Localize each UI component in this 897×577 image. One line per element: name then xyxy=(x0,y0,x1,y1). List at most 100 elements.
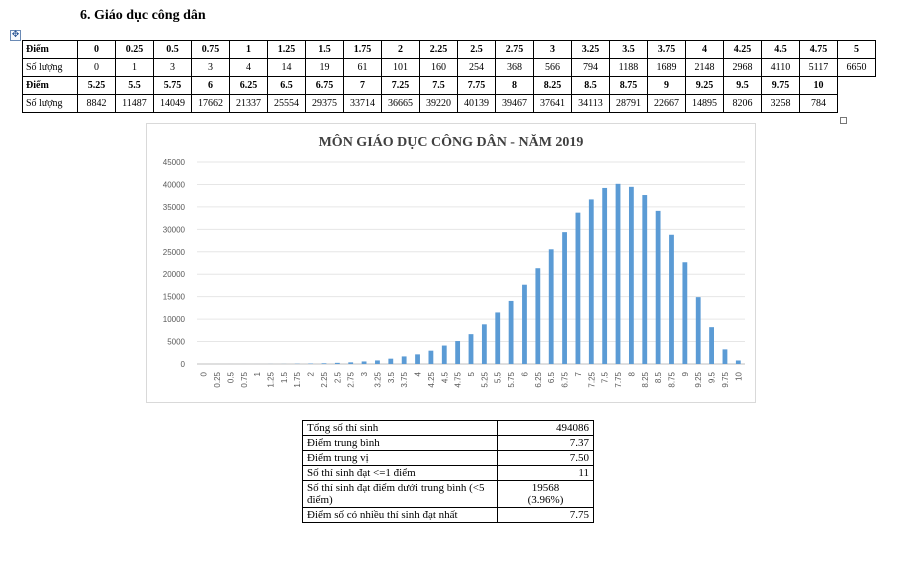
score-cell: 7.75 xyxy=(457,76,496,95)
stats-value: 494086 xyxy=(497,420,594,436)
bar xyxy=(695,297,701,364)
count-cell: 39467 xyxy=(495,94,534,113)
x-tick-label: 9.25 xyxy=(694,371,703,387)
score-cell: 7.5 xyxy=(419,76,458,95)
count-cell: 14049 xyxy=(153,94,192,113)
x-tick-label: 0 xyxy=(200,371,209,376)
score-row-label: Điểm xyxy=(22,76,78,95)
count-cell: 1689 xyxy=(647,58,686,77)
bar xyxy=(428,350,434,364)
x-tick-label: 3.25 xyxy=(373,371,382,387)
count-cell: 39220 xyxy=(419,94,458,113)
x-tick-label: 9.75 xyxy=(721,371,730,387)
bar xyxy=(321,363,327,364)
chart-title: MÔN GIÁO DỤC CÔNG DÂN - NĂM 2019 xyxy=(319,133,584,150)
score-cell: 1.75 xyxy=(343,40,382,59)
stats-value: 7.37 xyxy=(497,435,594,451)
score-cell: 2.75 xyxy=(495,40,534,59)
x-tick-label: 5 xyxy=(467,371,476,376)
stats-label: Số thí sinh đạt <=1 điểm xyxy=(302,465,498,481)
stats-value-count: 19568 xyxy=(531,482,560,494)
x-tick-label: 1 xyxy=(253,371,262,376)
count-cell: 4 xyxy=(229,58,268,77)
x-tick-label: 0.75 xyxy=(240,371,249,387)
bar xyxy=(361,361,367,364)
count-row-2: Số lượng 8842 11487 14049 17662 21337 25554 29… xyxy=(22,94,876,113)
score-cell: 1.5 xyxy=(305,40,344,59)
score-cell: 3.75 xyxy=(647,40,686,59)
score-cell: 6.5 xyxy=(267,76,306,95)
stats-label: Điểm trung vị xyxy=(302,450,498,466)
x-tick-label: 5.75 xyxy=(507,371,516,387)
bar xyxy=(415,354,420,364)
x-tick-label: 4 xyxy=(414,371,423,376)
x-tick-label: 5.25 xyxy=(480,371,489,387)
score-cell: 5 xyxy=(837,40,876,59)
score-cell: 5.75 xyxy=(153,76,192,95)
count-cell: 3 xyxy=(153,58,192,77)
score-cell: 8 xyxy=(495,76,534,95)
x-tick-label: 2 xyxy=(307,371,316,376)
count-cell: 2148 xyxy=(685,58,724,77)
bar xyxy=(709,327,714,364)
x-tick-label: 2.75 xyxy=(347,371,356,387)
chart-gridlines xyxy=(197,161,745,365)
score-cell: 0.25 xyxy=(115,40,154,59)
score-cell: 2 xyxy=(381,40,420,59)
count-cell: 34113 xyxy=(571,94,610,113)
x-tick-label: 8.25 xyxy=(641,371,650,387)
bar xyxy=(548,249,554,364)
count-cell: 25554 xyxy=(267,94,306,113)
bar xyxy=(348,362,354,364)
bar xyxy=(522,284,527,364)
bar xyxy=(401,356,407,364)
score-cell: 3.25 xyxy=(571,40,610,59)
score-cell: 9 xyxy=(647,76,686,95)
x-tick-label: 6.5 xyxy=(547,371,556,383)
chart-y-axis: 0 5000 10000 15000 20000 25000 30000 35000 40000… xyxy=(163,158,186,369)
table-move-handle-icon[interactable]: ✥ xyxy=(10,30,21,41)
score-cell: 8.75 xyxy=(609,76,648,95)
count-row-label: Số lượng xyxy=(22,58,78,77)
x-tick-label: 6.25 xyxy=(534,371,543,387)
count-cell: 8206 xyxy=(723,94,762,113)
score-cell: 6.25 xyxy=(229,76,268,95)
x-tick-label: 3.5 xyxy=(387,371,396,383)
score-cell: 2.5 xyxy=(457,40,496,59)
score-histogram-chart[interactable]: MÔN GIÁO DỤC CÔNG DÂN - NĂM 2019 0 5000 10… xyxy=(146,123,756,403)
stats-label: Điểm trung bình xyxy=(302,435,498,451)
score-cell: 1 xyxy=(229,40,268,59)
count-cell: 0 xyxy=(77,58,116,77)
x-tick-label: 0.25 xyxy=(213,371,222,387)
stats-value: 11 xyxy=(497,465,594,481)
x-tick-label: 9 xyxy=(681,371,690,376)
y-tick-label: 25000 xyxy=(163,248,186,257)
y-tick-label: 30000 xyxy=(163,225,186,234)
score-cell: 10 xyxy=(799,76,838,95)
x-tick-label: 6 xyxy=(520,371,529,376)
count-cell: 19 xyxy=(305,58,344,77)
count-cell: 3258 xyxy=(761,94,800,113)
chart-canvas: MÔN GIÁO DỤC CÔNG DÂN - NĂM 2019 0500010… xyxy=(163,133,745,388)
score-cell: 0.5 xyxy=(153,40,192,59)
stats-label: Điểm số có nhiều thí sinh đạt nhất xyxy=(302,507,498,523)
score-cell: 0 xyxy=(77,40,116,59)
resize-handle[interactable] xyxy=(840,117,847,124)
bar xyxy=(682,262,688,364)
y-tick-label: 40000 xyxy=(163,180,186,189)
score-cell: 4.5 xyxy=(761,40,800,59)
count-cell: 8842 xyxy=(77,94,116,113)
score-row-2: Điểm 5.25 5.5 5.75 6 6.25 6.5 6.75 7 7.25 7.5 7.75… xyxy=(22,76,876,95)
score-cell: 9.5 xyxy=(723,76,762,95)
stats-row: Điểm số có nhiều thí sinh đạt nhất 7.75 xyxy=(302,507,594,523)
x-tick-label: 2.25 xyxy=(320,371,329,387)
count-cell: 254 xyxy=(457,58,496,77)
bar xyxy=(468,334,474,364)
stats-row: Điểm trung vị 7.50 xyxy=(302,450,594,466)
stats-value: 7.50 xyxy=(497,450,594,466)
section-title: 6. Giáo dục công dân xyxy=(80,8,206,23)
bar xyxy=(669,234,674,364)
stats-value-percent: (3.96%) xyxy=(527,494,564,506)
count-cell: 11487 xyxy=(115,94,154,113)
count-cell: 794 xyxy=(571,58,610,77)
